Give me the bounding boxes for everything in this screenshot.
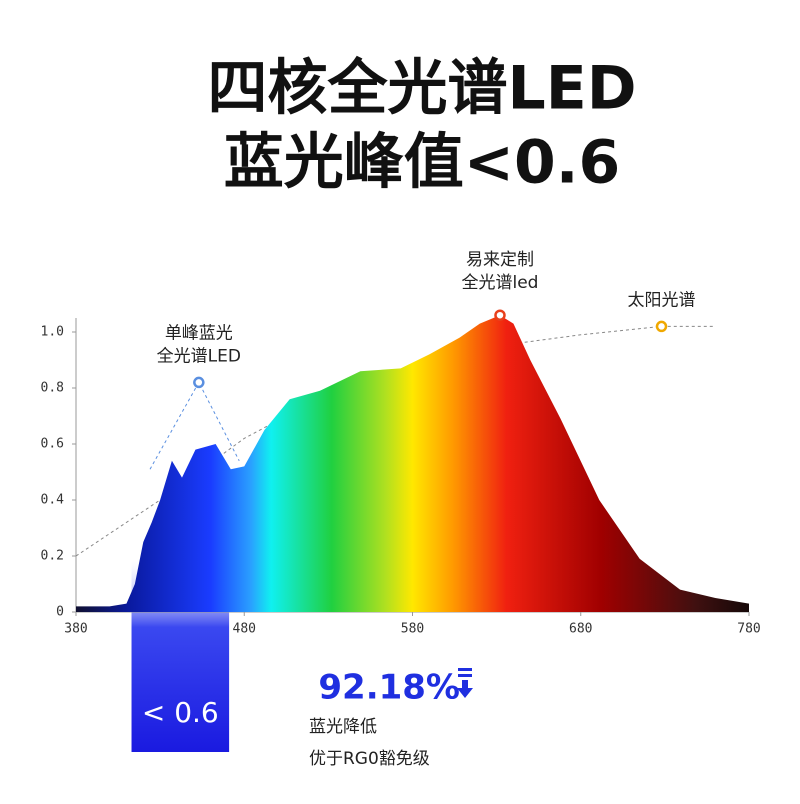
- reduction-value: 92.18%: [318, 668, 460, 708]
- x-tick-label: 580: [401, 622, 424, 637]
- spectrum-line: [149, 381, 240, 470]
- title-line: 蓝光峰值<0.6: [224, 128, 621, 198]
- y-tick-label: 0.4: [41, 493, 65, 508]
- peak-marker: [494, 309, 506, 321]
- down-arrow: [457, 668, 473, 698]
- spectrum-area: [76, 315, 749, 612]
- series-label: 全光谱led: [461, 273, 538, 293]
- series-label: 单峰蓝光: [165, 323, 233, 343]
- y-tick-label: 0.2: [41, 549, 64, 564]
- callout-text: < 0.6: [142, 696, 219, 729]
- x-tick-label: 480: [233, 622, 256, 637]
- x-tick-label: 380: [64, 622, 87, 637]
- note-line: 优于RG0豁免级: [309, 749, 430, 769]
- x-tick-label: 780: [737, 622, 760, 637]
- spectrum-line: [75, 325, 716, 557]
- y-tick-label: 0: [56, 605, 64, 620]
- title-line: 四核全光谱LED: [207, 54, 636, 124]
- series-label: 全光谱LED: [157, 346, 241, 366]
- y-tick-label: 0.6: [41, 437, 64, 452]
- y-tick-label: 0.8: [41, 381, 64, 396]
- x-tick-label: 680: [569, 622, 592, 637]
- series-label: 易来定制: [466, 250, 534, 270]
- series-label: 太阳光谱: [628, 290, 696, 310]
- note-line: 蓝光降低: [309, 717, 377, 737]
- peak-marker: [193, 376, 205, 389]
- peak-marker: [655, 320, 668, 333]
- y-tick-label: 1.0: [41, 325, 64, 340]
